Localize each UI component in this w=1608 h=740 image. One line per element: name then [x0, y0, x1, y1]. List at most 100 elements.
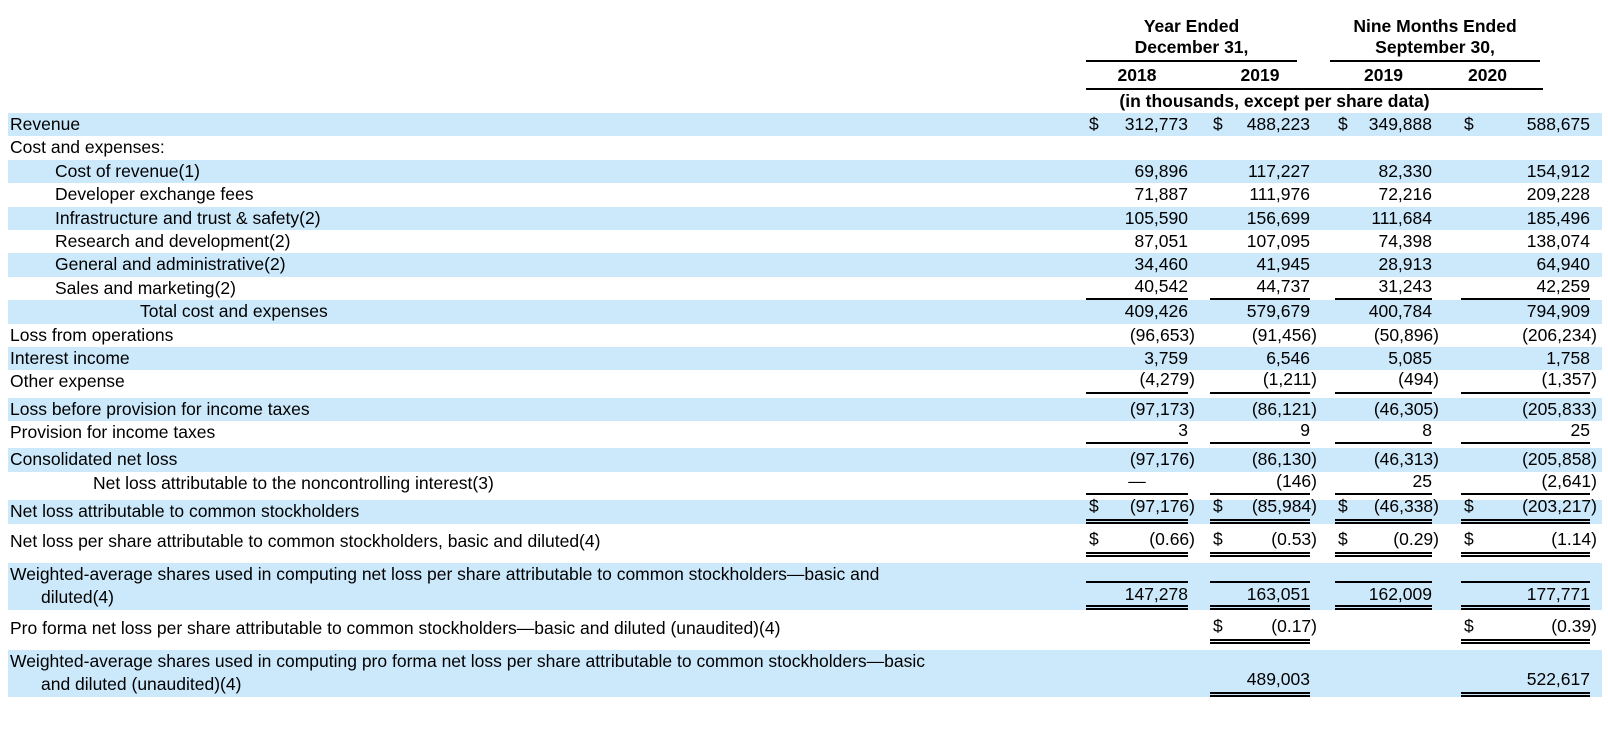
cell-9m2019: 31,243 [1310, 275, 1432, 301]
cell-value: 522,617 [1526, 669, 1590, 690]
cell-value: 111,684 [1371, 207, 1432, 228]
cell-value: 25 [1412, 470, 1432, 491]
cell-value: (97,173) [1129, 398, 1195, 419]
cell-fy2018: (96,653) [1086, 324, 1195, 347]
cell-9m2020 [1432, 136, 1590, 159]
cell-value: 156,699 [1246, 207, 1310, 228]
cell-value: 794,909 [1526, 301, 1590, 322]
dollar-sign: $ [1464, 496, 1474, 517]
cell-fy2018: $ (0.66) [1086, 529, 1195, 557]
row-right-padding [1590, 160, 1602, 183]
cell-value: 105,590 [1124, 207, 1188, 228]
table-row: Net loss attributable to the noncontroll… [8, 470, 1602, 496]
cell-value: 400,784 [1368, 301, 1432, 322]
row-label: Other expense [8, 370, 1086, 393]
cell-value: (1.14) [1551, 529, 1597, 550]
cell-fy2018: $ (97,176) [1086, 496, 1195, 524]
row-label-text: Provision for income taxes [10, 422, 216, 443]
dollar-sign: $ [1464, 616, 1474, 637]
row-label-text: Interest income [10, 347, 130, 368]
cell-9m2019: $ (0.29) [1310, 529, 1439, 557]
cell-value: 72,216 [1378, 184, 1432, 205]
cell-9m2020: 177,771 [1432, 563, 1590, 610]
row-label-text: Loss before provision for income taxes [10, 398, 310, 419]
cell-value: (50,896) [1373, 324, 1439, 345]
cell-value: 64,940 [1536, 254, 1590, 275]
row-label-text: Loss from operations [10, 324, 174, 345]
cell-9m2019: 162,009 [1310, 563, 1432, 610]
cell-9m2020: (2,641) [1432, 471, 1597, 496]
row-label-text: Weighted-average shares used in computin… [10, 650, 926, 695]
table-row: Sales and marketing(2) 40,542 44,737 31,243… [8, 275, 1602, 301]
table-row: Consolidated net loss (97,176) (86,130) (46… [8, 448, 1602, 472]
cell-fy2019: (146) [1188, 471, 1317, 496]
cell-fy2019: 6,546 [1188, 347, 1310, 370]
row-label: Net loss per share attributable to commo… [8, 530, 1086, 557]
cell-fy2019: 111,976 [1188, 183, 1310, 206]
cell-9m2019: 5,085 [1310, 347, 1432, 370]
cell-fy2018: 34,460 [1086, 253, 1188, 276]
cell-9m2019: $349,888 [1310, 113, 1432, 136]
cell-fy2018: 105,590 [1086, 207, 1188, 230]
cell-9m2020: (205,858) [1432, 448, 1597, 471]
column-group-nine-months: Nine Months Ended September 30, [1330, 16, 1540, 62]
year-column-header: 2019 [1240, 65, 1280, 85]
row-right-padding [1590, 183, 1602, 206]
row-label-text: Infrastructure and trust & safety(2) [55, 207, 321, 228]
table-row: General and administrative(2) 34,460 41,94… [8, 253, 1602, 277]
year-column-header: 2018 [1117, 65, 1157, 85]
row-label-text: Research and development(2) [55, 230, 291, 251]
row-label-text: Consolidated net loss [10, 449, 178, 470]
row-label: Interest income [8, 347, 1086, 370]
cell-value: (96,653) [1129, 324, 1195, 345]
table-row: Revenue $312,773 $488,223 $349,888 $588,675 [8, 113, 1602, 137]
row-label-text: Sales and marketing(2) [55, 277, 236, 298]
year-column-header: 2020 [1468, 65, 1507, 85]
cell-value: (205,833) [1522, 398, 1597, 419]
cell-fy2018: $312,773 [1086, 113, 1188, 136]
cell-value: 74,398 [1378, 230, 1432, 251]
row-label: Loss before provision for income taxes [8, 398, 1086, 421]
cell-fy2018: 69,896 [1086, 160, 1188, 183]
label-column-spacer [8, 90, 1086, 113]
cell-value: (146) [1276, 470, 1317, 491]
cell-9m2019: (494) [1310, 369, 1439, 394]
row-label: Cost and expenses: [8, 136, 1086, 159]
cell-value: 41,945 [1256, 254, 1310, 275]
cell-9m2020: 64,940 [1432, 253, 1590, 276]
cell-value: (0.29) [1393, 529, 1439, 550]
cell-fy2019: 44,737 [1188, 276, 1310, 301]
row-label: Total cost and expenses [8, 300, 1086, 323]
cell-value: 31,243 [1378, 275, 1432, 296]
dollar-sign: $ [1213, 616, 1223, 637]
cell-fy2018 [1086, 136, 1188, 159]
row-label-text: Net loss per share attributable to commo… [10, 530, 601, 551]
dollar-sign: $ [1213, 496, 1223, 517]
cell-value: (206,234) [1522, 324, 1597, 345]
cell-9m2020: $ (1.14) [1432, 529, 1597, 557]
cell-value: — [1128, 470, 1146, 491]
cell-value: (86,121) [1251, 398, 1317, 419]
cell-9m2019: 74,398 [1310, 230, 1432, 253]
row-right-padding [1590, 650, 1602, 697]
row-label-text: Weighted-average shares used in computin… [10, 563, 880, 608]
cell-9m2020: 794,909 [1432, 300, 1590, 323]
row-label: General and administrative(2) [8, 253, 1086, 276]
cell-fy2018: 40,542 [1086, 276, 1188, 301]
units-note: (in thousands, except per share data) [1119, 91, 1430, 111]
row-right-padding [1590, 398, 1602, 421]
table-row: Net loss per share attributable to commo… [8, 529, 1602, 557]
row-right-padding [1590, 253, 1602, 276]
cell-fy2018: — [1086, 470, 1188, 496]
cell-value: 71,887 [1134, 184, 1188, 205]
table-row: Other expense (4,279) (1,211) (494) (1,357) [8, 369, 1602, 394]
label-column-spacer [8, 16, 1086, 62]
cell-value: (1,357) [1541, 369, 1597, 390]
cell-9m2020: (1,357) [1432, 369, 1597, 394]
cell-value: (0.17) [1271, 616, 1317, 637]
row-right-padding [1590, 324, 1602, 347]
cell-value: (203,217) [1522, 496, 1597, 517]
cell-value: (494) [1398, 369, 1439, 390]
row-right-padding [1590, 472, 1602, 495]
cell-fy2019: (91,456) [1188, 324, 1317, 347]
